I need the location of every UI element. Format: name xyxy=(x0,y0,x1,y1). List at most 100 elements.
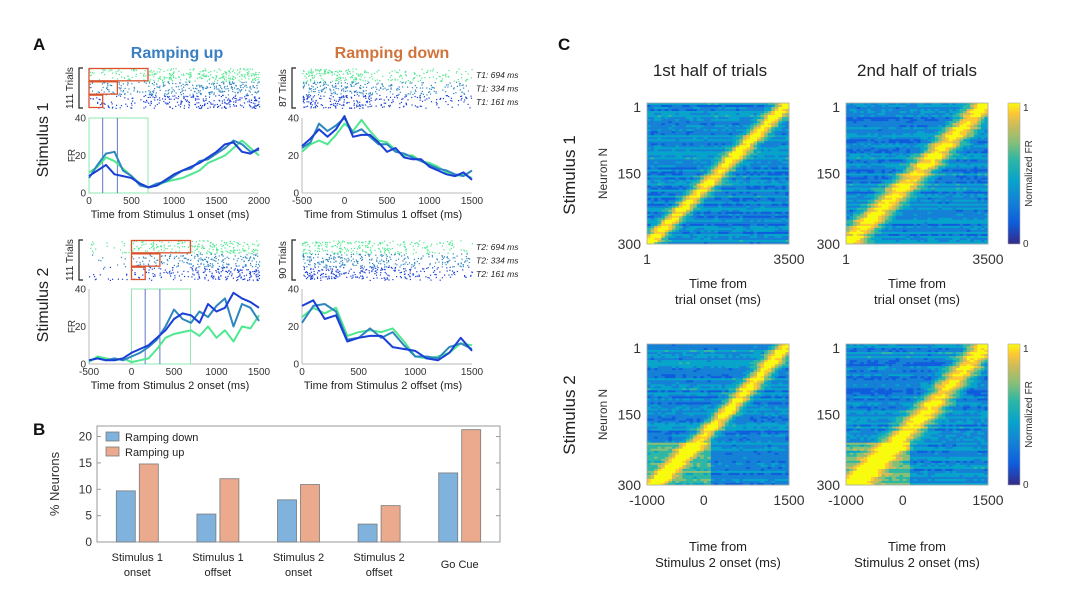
spike-dot xyxy=(343,241,345,243)
spike-dot xyxy=(172,95,174,97)
spike-dot xyxy=(163,262,165,264)
spike-dot xyxy=(248,78,250,80)
spike-dot xyxy=(221,100,223,102)
heatmap-cell xyxy=(668,181,673,184)
heatmap-cell xyxy=(718,147,722,150)
spike-dot xyxy=(374,265,376,268)
spike-dot xyxy=(192,87,194,89)
spike-dot xyxy=(240,86,242,89)
spike-dot xyxy=(118,81,120,83)
heatmap-cell xyxy=(764,141,768,144)
spike-dot xyxy=(210,71,212,73)
heatmap-cell xyxy=(693,157,697,160)
spike-dot xyxy=(373,277,375,279)
spike-dot xyxy=(178,88,180,91)
heatmap-cell xyxy=(753,161,758,164)
spike-dot xyxy=(246,72,248,74)
heatmap-cell xyxy=(742,115,747,118)
spike-dot xyxy=(189,94,191,96)
spike-dot xyxy=(178,70,180,72)
spike-dot xyxy=(305,77,307,79)
heatmap-cell xyxy=(781,123,786,126)
heatmap-cell xyxy=(774,145,779,148)
spike-dot xyxy=(379,98,381,100)
spike-dot xyxy=(359,101,361,103)
heatmap-cell xyxy=(668,191,673,194)
heatmap-cell xyxy=(728,143,733,146)
spike-dot xyxy=(173,98,175,100)
spike-dot xyxy=(319,97,321,99)
spike-dot xyxy=(409,270,411,272)
heatmap-cell xyxy=(682,165,687,168)
spike-dot xyxy=(216,82,218,84)
spike-dot xyxy=(470,274,472,277)
spike-dot xyxy=(320,277,322,279)
heatmap-cell xyxy=(781,125,786,128)
spike-dot xyxy=(239,68,241,70)
spike-dot xyxy=(225,79,227,81)
heatmap-cell xyxy=(764,157,768,160)
spike-dot xyxy=(92,252,94,254)
spike-dot xyxy=(222,244,225,247)
spike-dot xyxy=(168,83,170,85)
heatmap-cell xyxy=(693,121,697,124)
heatmap-cell xyxy=(746,193,751,196)
spike-dot xyxy=(151,93,153,95)
heatmap-cell xyxy=(771,147,776,150)
spike-dot xyxy=(183,257,185,259)
heatmap-cell xyxy=(767,193,772,196)
heatmap-cell xyxy=(760,193,765,196)
spike-dot xyxy=(409,275,411,277)
spike-dot xyxy=(368,270,370,272)
heatmap-cell xyxy=(710,141,715,144)
heatmap-cell xyxy=(725,111,729,114)
heatmap-cell xyxy=(746,125,751,128)
spike-dot xyxy=(417,80,419,82)
spike-dot xyxy=(158,78,161,80)
spike-dot xyxy=(178,76,180,78)
heatmap-cell xyxy=(657,179,662,182)
spike-dot xyxy=(137,90,139,92)
spike-dot xyxy=(115,73,117,75)
spike-dot xyxy=(194,98,196,100)
heatmap-cell xyxy=(721,181,726,184)
spike-dot xyxy=(257,245,259,247)
heatmap-cell xyxy=(781,103,786,106)
heatmap-cell xyxy=(781,109,786,112)
heatmap-cell xyxy=(785,151,790,154)
heatmap-cell xyxy=(650,117,655,120)
spike-dot xyxy=(338,251,340,253)
heatmap-cell xyxy=(661,109,666,112)
x-tick-label: -500 xyxy=(79,367,99,378)
heatmap-cell xyxy=(718,115,722,118)
spike-dot xyxy=(311,278,313,280)
heatmap-cell xyxy=(710,185,715,188)
spike-dot xyxy=(306,98,308,100)
heatmap-cell xyxy=(728,151,733,154)
spike-dot xyxy=(461,253,463,255)
spike-dot xyxy=(233,76,235,78)
spike-dot xyxy=(222,251,224,253)
spike-dot xyxy=(185,83,188,85)
heatmap-cell xyxy=(760,109,765,112)
spike-dot xyxy=(412,265,414,267)
spike-dot xyxy=(166,76,168,79)
spike-dot xyxy=(251,260,253,262)
spike-dot xyxy=(330,95,332,97)
spike-dot xyxy=(375,254,377,256)
spike-dot xyxy=(399,69,401,71)
spike-dot xyxy=(332,257,335,259)
spike-dot xyxy=(198,102,200,104)
heatmap-cell xyxy=(696,117,701,120)
heatmap-cell xyxy=(707,115,712,118)
spike-dot xyxy=(419,99,421,101)
spike-dot xyxy=(342,77,344,79)
spike-dot xyxy=(310,253,313,256)
spike-dot xyxy=(217,106,219,108)
spike-dot xyxy=(166,263,168,265)
spike-dot xyxy=(249,91,251,93)
spike-dot xyxy=(247,269,249,271)
spike-dot xyxy=(446,95,448,97)
heatmap-cell xyxy=(654,137,658,140)
spike-dot xyxy=(403,246,405,248)
